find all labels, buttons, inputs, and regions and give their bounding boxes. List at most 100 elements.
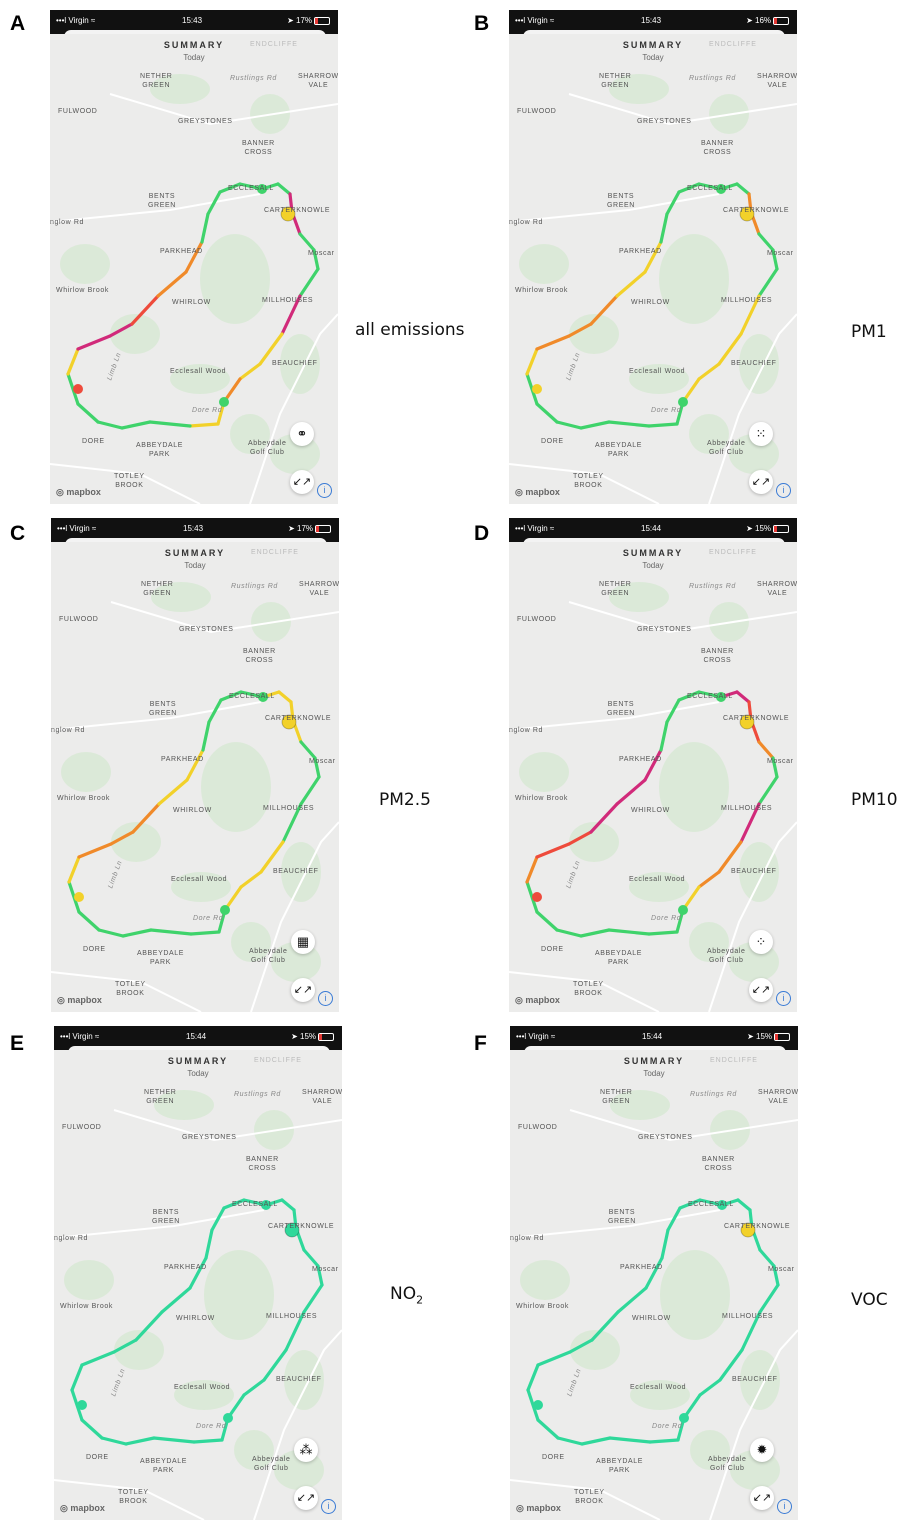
molecule-icon[interactable]: ⁂ (294, 1438, 318, 1462)
route-marker[interactable] (716, 692, 726, 702)
route-marker[interactable] (739, 714, 755, 730)
place-label: MILLHOUSES (263, 805, 315, 812)
route-segment (77, 842, 113, 859)
route-marker[interactable] (220, 905, 230, 915)
place-label: PARKHEAD (161, 756, 204, 763)
route-segment (218, 182, 242, 194)
virus-icon[interactable]: ✹ (750, 1438, 774, 1462)
route-segment (97, 928, 125, 938)
road (250, 821, 339, 1012)
route-marker[interactable] (77, 1400, 87, 1410)
place-label: BEAUCHIEF (732, 1376, 778, 1383)
route-marker[interactable] (284, 1222, 300, 1238)
map-view[interactable] (510, 1050, 798, 1520)
route-segment (258, 332, 284, 366)
place-label: CARTERKNOWLE (265, 715, 332, 722)
map-view[interactable] (509, 34, 797, 504)
collapse-arrows-icon[interactable]: ↙↗ (750, 1486, 774, 1510)
info-icon[interactable]: i (321, 1499, 336, 1514)
place-label: ECCLESALL (687, 185, 733, 192)
place-label: ECCLESALL (228, 185, 274, 192)
route-segment (284, 1310, 306, 1352)
place-label: ABBEYDALE PARK (596, 1458, 644, 1474)
road (509, 971, 660, 1012)
map-view[interactable] (509, 542, 797, 1012)
route-segment (739, 294, 761, 336)
info-icon[interactable]: i (317, 483, 332, 498)
route-marker[interactable] (219, 397, 229, 407)
info-icon[interactable]: i (318, 991, 333, 1006)
nodes-icon[interactable]: ⚭ (290, 422, 314, 446)
park-area (690, 1430, 730, 1470)
route-marker[interactable] (679, 1413, 689, 1423)
route-segment (149, 928, 193, 936)
route-segment (239, 870, 263, 889)
route-segment (556, 1436, 584, 1446)
route-segment (536, 1350, 572, 1367)
dots-icon[interactable]: ⁙ (749, 422, 773, 446)
info-icon[interactable]: i (776, 483, 791, 498)
route-marker[interactable] (678, 905, 688, 915)
route-marker[interactable] (258, 692, 268, 702)
collapse-arrows-icon[interactable]: ↙↗ (291, 978, 315, 1002)
summary-title: SUMMARY (622, 40, 684, 50)
collapse-arrows-icon[interactable]: ↙↗ (749, 470, 773, 494)
place-label: Rustlings Rd (689, 583, 736, 590)
route-segment (242, 1378, 266, 1397)
route-segment (124, 1436, 156, 1446)
route-marker[interactable] (740, 1222, 756, 1238)
park-area (629, 364, 689, 394)
map-view[interactable] (54, 1050, 342, 1520)
map-view[interactable] (51, 542, 339, 1012)
place-label: WHIRLOW (173, 807, 212, 814)
collapse-arrows-icon[interactable]: ↙↗ (749, 978, 773, 1002)
route-segment (772, 1264, 780, 1287)
route-marker[interactable] (261, 1200, 271, 1210)
route-segment (281, 802, 303, 844)
four-dots-icon[interactable]: ⁘ (749, 930, 773, 954)
battery-icon (773, 524, 789, 533)
route-marker[interactable] (73, 384, 83, 394)
battery-indicator: ➤ 17% (287, 16, 330, 25)
place-label: NETHER GREEN (599, 581, 632, 597)
route-marker[interactable] (678, 397, 688, 407)
place-label: TOTLEY BROOK (573, 981, 604, 997)
route-marker[interactable] (281, 714, 297, 730)
route-marker[interactable] (223, 1413, 233, 1423)
route-marker[interactable] (532, 384, 542, 394)
place-label: PARKHEAD (160, 248, 203, 255)
route-segment (659, 212, 669, 244)
park-area (629, 872, 689, 902)
mapbox-logo: ◎ mapbox (516, 1503, 561, 1513)
route-segment (302, 1283, 324, 1314)
place-label: nglow Rd (51, 727, 85, 734)
place-label: WHIRLOW (632, 1315, 671, 1322)
panel-f: •••l Virgin ≈ 15:44 ➤ 15% SUMMARY ENDCLIFFE T… (510, 1026, 798, 1520)
collapse-arrows-icon[interactable]: ↙↗ (290, 470, 314, 494)
panel-c: •••l Virgin ≈ 15:43 ➤ 17% SUMMARY ENDCLIFFE T… (51, 518, 339, 1012)
route-marker[interactable] (532, 892, 542, 902)
route-marker[interactable] (739, 206, 755, 222)
route-marker[interactable] (280, 206, 296, 222)
place-label: GREYSTONES (638, 1134, 693, 1141)
place-label: FULWOOD (517, 108, 557, 115)
route-marker[interactable] (257, 184, 267, 194)
place-label: ABBEYDALE PARK (595, 442, 643, 458)
info-icon[interactable]: i (777, 1499, 792, 1514)
route-marker[interactable] (74, 892, 84, 902)
place-label: CARTERKNOWLE (264, 207, 331, 214)
route-marker[interactable] (533, 1400, 543, 1410)
route-segment (316, 1264, 324, 1287)
map-view[interactable] (50, 34, 338, 504)
place-label: Rustlings Rd (230, 75, 277, 82)
route-segment (192, 1438, 224, 1444)
route-marker[interactable] (716, 184, 726, 194)
route-segment (200, 212, 210, 244)
grid-icon[interactable]: ▦ (291, 930, 315, 954)
route-marker[interactable] (717, 1200, 727, 1210)
collapse-arrows-icon[interactable]: ↙↗ (294, 1486, 318, 1510)
place-label: SHARROW VALE (302, 1089, 342, 1105)
info-icon[interactable]: i (776, 991, 791, 1006)
park-area (609, 74, 669, 104)
route-segment (665, 190, 681, 216)
